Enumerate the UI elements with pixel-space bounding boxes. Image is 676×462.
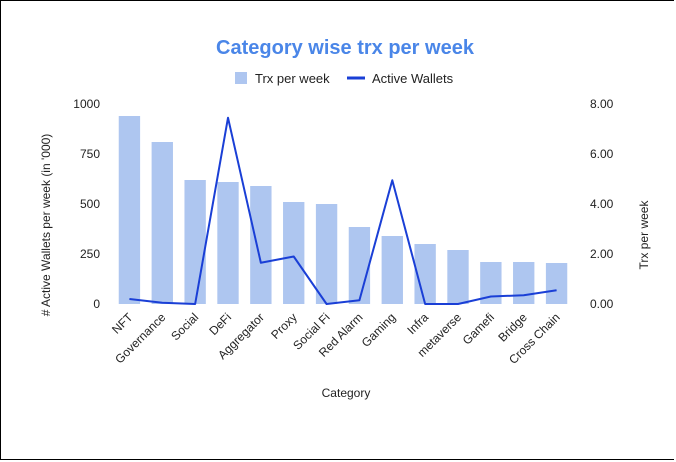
bar-nft <box>118 116 141 304</box>
left-tick-label: 1000 <box>73 97 100 111</box>
bar-social <box>184 180 206 304</box>
bar-series <box>118 116 568 304</box>
x-axis-label: Category <box>322 386 371 400</box>
bar-infra <box>414 244 436 304</box>
left-tick-label: 500 <box>80 197 100 211</box>
left-tick-label: 750 <box>80 147 100 161</box>
y-axis-left-label: # Active Wallets per week (in '000) <box>39 134 53 317</box>
category-label: Gamefi <box>460 310 497 347</box>
left-tick-label: 0 <box>93 297 100 311</box>
right-tick-label: 8.00 <box>590 97 614 111</box>
legend-label-wallets: Active Wallets <box>372 71 454 86</box>
category-label: Gaming <box>359 310 399 350</box>
bar-gaming <box>381 236 403 304</box>
bar-gamefi <box>480 262 502 304</box>
legend-label-trx: Trx per week <box>255 71 330 86</box>
category-label: Infra <box>404 310 431 337</box>
active-wallets-line <box>129 116 557 305</box>
right-axis-ticks: 0.00 2.00 4.00 6.00 8.00 <box>590 97 614 311</box>
legend-swatch-trx <box>235 72 247 84</box>
y-axis-right-label: Trx per week <box>637 200 651 270</box>
bar-proxy <box>283 202 305 304</box>
right-tick-label: 6.00 <box>590 147 614 161</box>
category-label: NFT <box>109 310 136 337</box>
right-tick-label: 0.00 <box>590 297 614 311</box>
bar-cross-chain <box>545 263 568 304</box>
category-label: Social <box>168 310 201 343</box>
right-tick-label: 2.00 <box>590 247 614 261</box>
bar-social-fi <box>315 204 338 304</box>
bar-red-alarm <box>348 227 371 304</box>
bar-aggregator <box>250 186 272 304</box>
left-tick-label: 250 <box>80 247 100 261</box>
bar-metaverse <box>447 250 469 304</box>
bar-defi <box>217 182 239 304</box>
chart-title: Category wise trx per week <box>216 37 475 59</box>
line-series <box>129 116 557 305</box>
right-tick-label: 4.00 <box>590 197 614 211</box>
left-axis-ticks: 0 250 500 750 1000 <box>73 97 100 311</box>
legend: Trx per week Active Wallets <box>235 71 454 86</box>
category-label: DeFi <box>206 310 234 338</box>
bar-governance <box>151 142 173 304</box>
bar-bridge <box>513 262 535 304</box>
